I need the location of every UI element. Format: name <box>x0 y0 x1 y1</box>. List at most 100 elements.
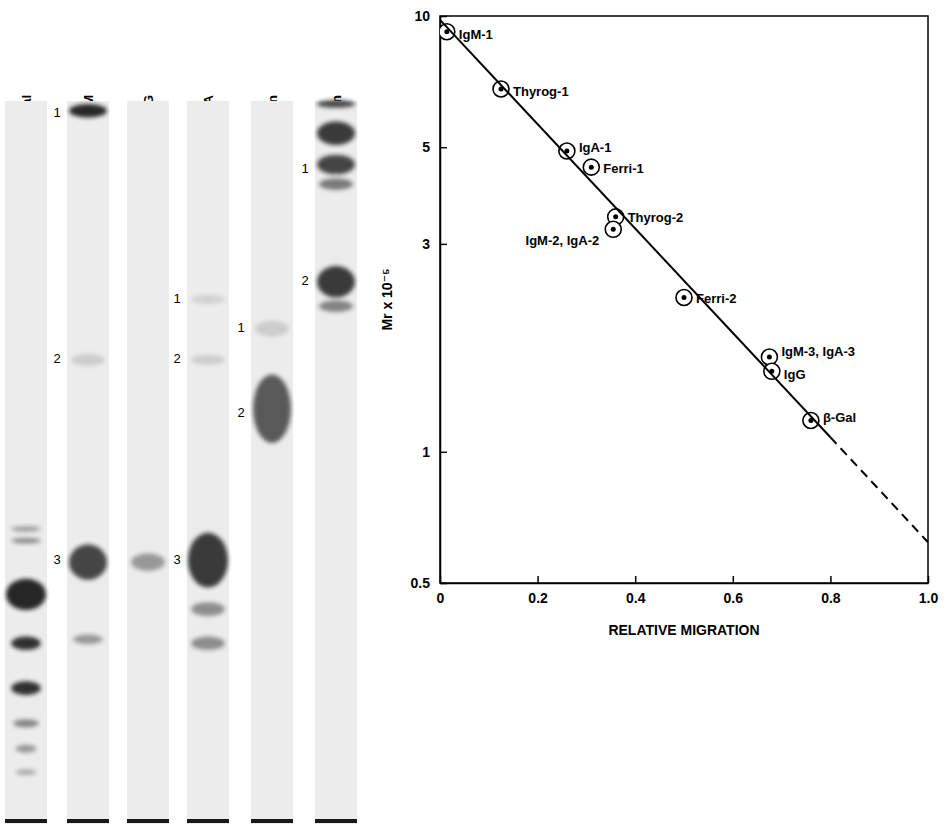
gel-band <box>6 579 46 610</box>
tick: 0.5 <box>411 575 447 591</box>
tick-mark <box>733 576 735 583</box>
tick-mark <box>440 16 447 18</box>
gel-band <box>131 553 165 571</box>
gel-bottom-line <box>251 819 293 823</box>
gel-lane <box>187 101 229 824</box>
tick: 3 <box>422 236 447 252</box>
data-point <box>605 221 621 237</box>
tick-mark <box>537 576 539 583</box>
data-point-center <box>589 165 594 170</box>
point-label: IgM-2, IgA-2 <box>526 233 600 248</box>
data-point <box>803 412 819 428</box>
chart: 0 0.2 0.4 0.6 0.8 1.0 0.5 1 3 5 10 RELATIVE MIGRATI… <box>379 8 938 638</box>
gel-band <box>16 745 37 753</box>
data-point-center <box>611 227 616 232</box>
tick-mark <box>440 583 447 585</box>
y-axis-title: Mr x 10⁻⁵ <box>379 268 395 330</box>
gel-band <box>317 100 355 108</box>
tick: 1 <box>422 444 447 460</box>
point-label: Ferri-2 <box>696 291 736 306</box>
gel-band <box>319 300 353 312</box>
data-point <box>676 289 692 305</box>
tick-label: 0.5 <box>411 575 431 591</box>
axis-line <box>441 583 929 585</box>
data-point <box>583 159 599 175</box>
band-number: 2 <box>173 351 180 366</box>
tick-mark <box>928 576 930 583</box>
tick: 0.6 <box>724 576 744 606</box>
tick-mark <box>830 576 832 583</box>
data-point-center <box>767 355 772 360</box>
tick-label: 0.8 <box>821 590 841 606</box>
data-point <box>493 81 509 97</box>
point-label: β-Gal <box>823 410 856 425</box>
gel-band <box>191 355 225 365</box>
tick-label: 1 <box>422 444 430 460</box>
gel-band <box>317 266 355 297</box>
band-number: 3 <box>53 552 60 567</box>
figure: β-GalIgMIgGIgAFerritinThyroglobulin12312… <box>0 0 949 830</box>
tick-label: 3 <box>422 236 430 252</box>
data-point-center <box>682 295 687 300</box>
band-number: 3 <box>173 552 180 567</box>
point-label: IgM-3, IgA-3 <box>781 344 855 359</box>
gel-band <box>11 526 40 532</box>
y-axis: 0.5 1 3 5 10 <box>411 8 447 591</box>
point-label: IgA-1 <box>579 140 612 155</box>
plot-area <box>440 20 928 542</box>
gel-band <box>188 533 228 588</box>
gel: β-GalIgMIgGIgAFerritinThyroglobulin12312… <box>5 94 357 824</box>
gel-band <box>255 321 289 337</box>
tick: 0.4 <box>626 576 646 606</box>
gel-band <box>11 681 40 695</box>
x-axis: 0 0.2 0.4 0.6 0.8 1.0 <box>437 576 939 606</box>
tick: 0.8 <box>821 576 841 606</box>
tick-mark <box>440 244 447 246</box>
tick: 1.0 <box>919 576 939 606</box>
tick-mark <box>635 576 637 583</box>
gel-band <box>73 634 102 644</box>
data-point <box>764 363 780 379</box>
gel-band <box>69 545 107 580</box>
gel-band <box>16 769 37 775</box>
gel-band <box>13 719 38 727</box>
tick-mark <box>440 147 447 149</box>
plot-frame <box>440 16 928 583</box>
data-point-center <box>613 214 618 219</box>
tick-label: 0.4 <box>626 590 646 606</box>
gel-bottom-line <box>187 819 229 823</box>
point-label: IgM-1 <box>459 27 493 42</box>
gel-lane <box>5 101 47 824</box>
gel-lane <box>315 101 357 824</box>
point-labels: IgM-1Thyrog-1IgA-1Ferri-1Thyrog-2IgM-2, … <box>459 27 856 425</box>
gel-band <box>317 155 355 175</box>
gel-bottom-line <box>127 819 169 823</box>
tick: 0.2 <box>528 576 548 606</box>
gel-bottom-line <box>5 819 47 823</box>
tick-label: 0 <box>437 590 445 606</box>
gel-band <box>191 602 225 616</box>
gel-lane <box>127 101 169 824</box>
gel-lane <box>251 101 293 824</box>
tick-mark <box>440 452 447 454</box>
band-number: 1 <box>53 105 60 120</box>
tick-label: 10 <box>414 8 430 24</box>
tick: 5 <box>422 139 447 155</box>
gel-band <box>191 636 225 650</box>
gel-band <box>317 122 355 145</box>
band-number: 1 <box>237 320 244 335</box>
tick-label: 0.2 <box>528 590 548 606</box>
point-label: Ferri-1 <box>603 161 643 176</box>
data-point <box>761 349 777 365</box>
gel-lane <box>67 101 109 824</box>
gel-band <box>253 375 291 443</box>
gel-bottom-line <box>315 819 357 823</box>
gel-band <box>319 178 353 190</box>
gel-band <box>11 538 40 544</box>
data-point <box>440 24 455 40</box>
fit-line <box>830 437 928 542</box>
tick-label: 0.6 <box>724 590 744 606</box>
point-label: Thyrog-1 <box>513 84 569 99</box>
gel-band <box>71 354 105 366</box>
x-axis-title: RELATIVE MIGRATION <box>608 622 759 638</box>
